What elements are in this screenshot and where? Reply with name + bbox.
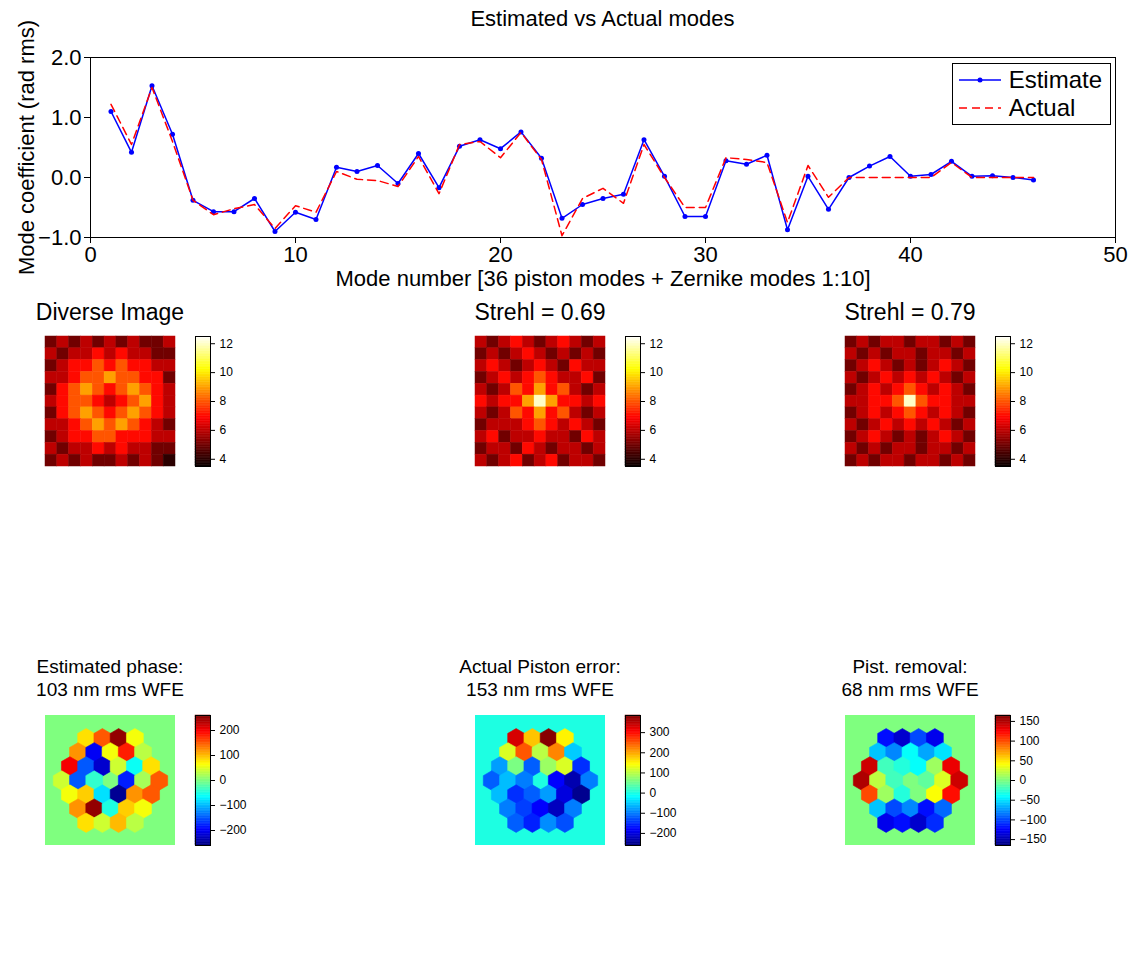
svg-text:200: 200	[220, 723, 240, 737]
svg-text:8: 8	[1020, 394, 1027, 408]
html-text:Pist. removal: 68 nm rms WFE: Pist. removal: 68 nm rms WFE	[841, 656, 979, 700]
svg-text:8: 8	[220, 394, 227, 408]
svg-text:0: 0	[220, 773, 227, 787]
svg-text:0: 0	[1020, 773, 1027, 787]
svg-text:−200: −200	[220, 823, 247, 837]
html-text:Actual Piston error: 153 nm rm: Actual Piston error: 153 nm rms WFE	[459, 656, 621, 700]
html-text:Diverse Image: Diverse Image	[35, 299, 185, 325]
svg-text:100: 100	[220, 748, 240, 762]
svg-text:−150: −150	[1020, 832, 1047, 846]
html-text:Estimated phase: 103 nm rms WF: Estimated phase: 103 nm rms WFE	[36, 656, 184, 700]
svg-text:10: 10	[283, 242, 307, 267]
svg-text:4: 4	[1020, 452, 1027, 466]
svg-text:Mode number [36 piston modes +: Mode number [36 piston modes + Zernike m…	[335, 266, 870, 291]
svg-text:−50: −50	[1020, 793, 1041, 807]
svg-text:−1.0: −1.0	[38, 225, 81, 250]
html-text:Strehl = 0.79: Strehl = 0.79	[844, 299, 976, 325]
svg-text:100: 100	[1020, 734, 1040, 748]
svg-text:−100: −100	[1020, 813, 1047, 827]
svg-text:2.0: 2.0	[51, 45, 82, 70]
svg-text:150: 150	[1020, 714, 1040, 728]
svg-text:6: 6	[220, 423, 227, 437]
svg-text:10: 10	[1020, 365, 1034, 379]
svg-text:200: 200	[650, 746, 670, 760]
svg-text:20: 20	[488, 242, 512, 267]
svg-text:10: 10	[650, 365, 664, 379]
svg-text:6: 6	[1020, 423, 1027, 437]
svg-text:100: 100	[650, 766, 670, 780]
svg-text:−100: −100	[220, 798, 247, 812]
svg-text:50: 50	[1103, 242, 1127, 267]
svg-text:12: 12	[650, 337, 664, 351]
svg-text:Mode coefficient (rad rms): Mode coefficient (rad rms)	[14, 20, 39, 275]
svg-text:6: 6	[650, 423, 657, 437]
svg-text:30: 30	[693, 242, 717, 267]
svg-text:12: 12	[220, 337, 234, 351]
svg-text:300: 300	[650, 725, 670, 739]
svg-text:4: 4	[650, 452, 657, 466]
svg-text:10: 10	[220, 365, 234, 379]
svg-text:0: 0	[650, 786, 657, 800]
svg-text:40: 40	[898, 242, 922, 267]
svg-text:1.0: 1.0	[51, 105, 82, 130]
svg-text:12: 12	[1020, 337, 1034, 351]
svg-text:50: 50	[1020, 754, 1034, 768]
html-text:Strehl = 0.69: Strehl = 0.69	[474, 299, 606, 325]
svg-text:0.0: 0.0	[51, 165, 82, 190]
svg-text:4: 4	[220, 452, 227, 466]
html-text:Actual: Actual	[1008, 94, 1076, 121]
html-text:Estimated vs Actual modes: Estimated vs Actual modes	[470, 6, 735, 31]
svg-text:8: 8	[650, 394, 657, 408]
svg-text:−100: −100	[650, 806, 677, 820]
svg-text:0: 0	[84, 242, 96, 267]
html-text:Estimate: Estimate	[1008, 66, 1102, 93]
svg-text:−200: −200	[650, 826, 677, 840]
